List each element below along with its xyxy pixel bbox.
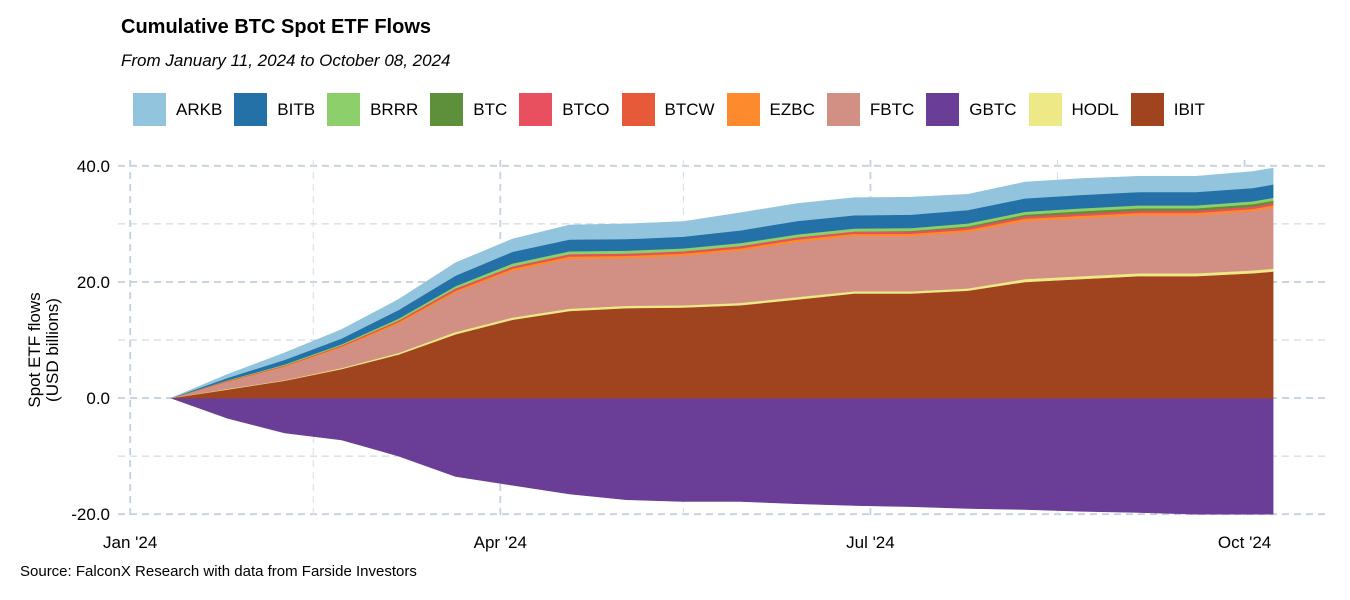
- legend-item-btcw: BTCW: [621, 93, 715, 126]
- x-tick-label: Oct '24: [1218, 533, 1271, 552]
- legend-label: BTCW: [664, 99, 715, 119]
- y-tick-label: 20.0: [77, 273, 110, 292]
- x-tick-label: Jan '24: [103, 533, 157, 552]
- legend-swatch: [826, 93, 860, 126]
- legend-swatch: [726, 93, 760, 126]
- chart-subtitle: From January 11, 2024 to October 08, 202…: [121, 51, 451, 70]
- chart-title: Cumulative BTC Spot ETF Flows: [121, 16, 432, 38]
- axis-labels: 40.0 20.0 0.0 -20.0 Jan '24 Apr '24 Jul '24 Oct…: [25, 157, 1271, 552]
- legend-item-arkb: ARKB: [133, 93, 222, 126]
- series-areas: [170, 167, 1274, 515]
- legend-swatch: [621, 93, 655, 126]
- legend-label: IBIT: [1173, 99, 1205, 119]
- y-axis-label: Spot ETF flows(USD billions): [25, 292, 62, 407]
- area-arkb: [170, 167, 1274, 399]
- legend-swatch: [1130, 93, 1164, 126]
- legend-swatch: [926, 93, 960, 126]
- legend-label: FBTC: [869, 99, 915, 119]
- legend-item-hodl: HODL: [1028, 93, 1119, 126]
- y-tick-label: 0.0: [86, 389, 110, 408]
- y-axis-label-line2: (USD billions): [43, 298, 62, 402]
- legend-swatch: [1028, 93, 1062, 126]
- legend-item-btc: BTC: [430, 93, 507, 126]
- legend-item-btco: BTCO: [519, 93, 610, 126]
- legend-item-gbtc: GBTC: [926, 93, 1017, 126]
- legend-swatch: [430, 93, 464, 126]
- legend-label: HODL: [1071, 99, 1119, 119]
- y-axis-label-line1: Spot ETF flows: [25, 292, 44, 407]
- legend-item-brrr: BRRR: [327, 93, 418, 126]
- y-tick-label: 40.0: [77, 157, 110, 176]
- chart-source-note: Source: FalconX Research with data from …: [20, 563, 417, 580]
- legend-item-bitb: BITB: [234, 93, 315, 126]
- legend-label: GBTC: [969, 99, 1017, 119]
- y-tick-label: -20.0: [71, 505, 110, 524]
- legend-label: BRRR: [370, 99, 419, 119]
- legend-label: EZBC: [769, 99, 815, 119]
- legend-item-ibit: IBIT: [1130, 93, 1205, 126]
- legend-label: BTC: [473, 99, 508, 119]
- x-tick-label: Jul '24: [846, 533, 895, 552]
- legend-swatch: [519, 93, 553, 126]
- legend-item-fbtc: FBTC: [826, 93, 915, 126]
- legend-item-ezbc: EZBC: [726, 93, 815, 126]
- chart-legend: ARKB BITB BRRR BTC BTCO BTCW EZBC FBTC GBTC HODL I…: [133, 93, 1217, 126]
- legend-swatch: [234, 93, 268, 126]
- legend-label: ARKB: [176, 99, 223, 119]
- x-tick-label: Apr '24: [474, 533, 527, 552]
- legend-swatch: [327, 93, 361, 126]
- legend-label: BITB: [277, 99, 316, 119]
- legend-label: BTCO: [562, 99, 610, 119]
- legend-swatch: [133, 93, 166, 126]
